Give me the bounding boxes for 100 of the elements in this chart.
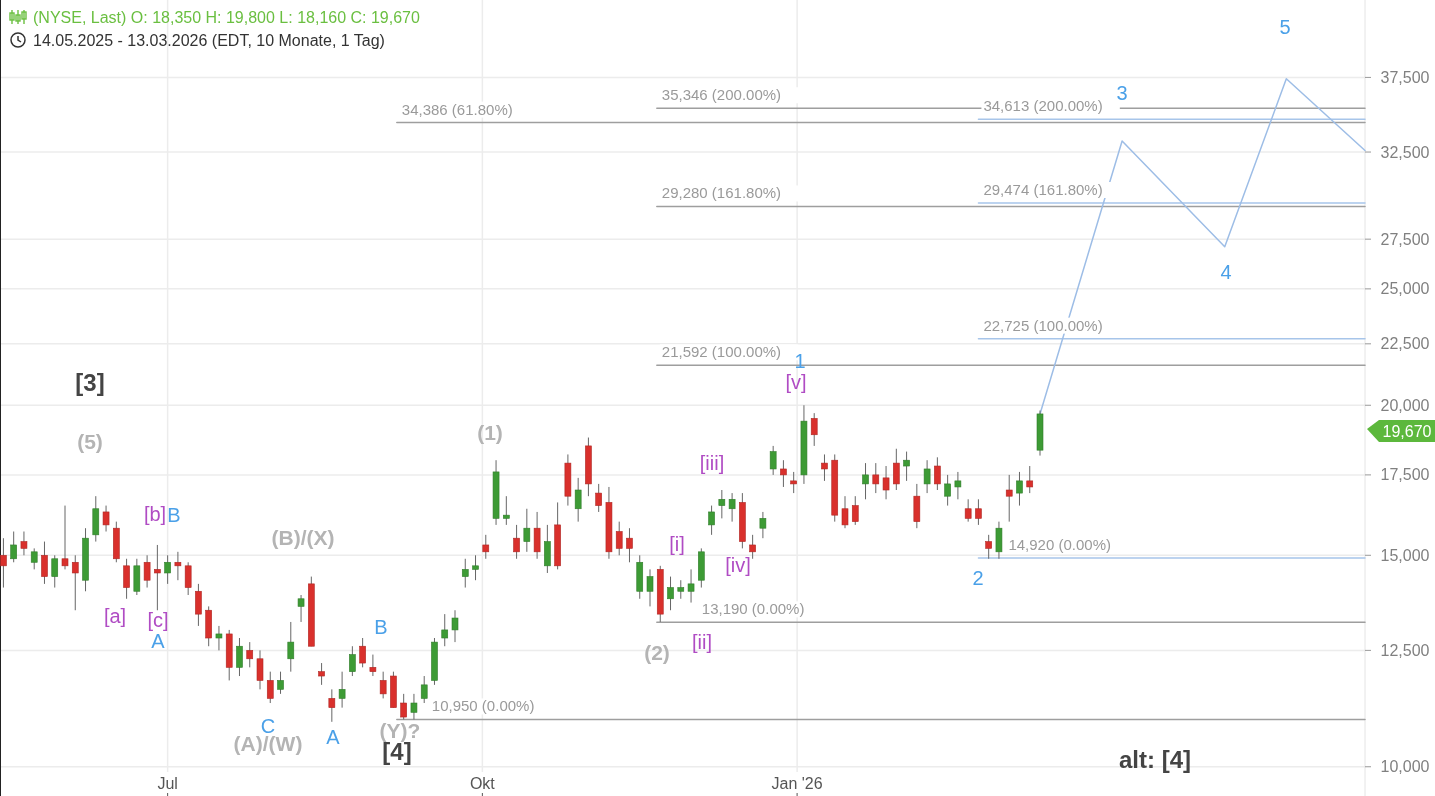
text: 19,670 — [1382, 422, 1432, 440]
candlestick — [667, 576, 674, 611]
annotation: [ii] — [692, 631, 712, 653]
candlestick — [851, 495, 859, 526]
series-label: 13,190 (0.00%) — [701, 600, 805, 618]
annotation: [c] — [147, 609, 169, 631]
candlestick — [1016, 471, 1023, 507]
annotation: alt: [4] — [1119, 746, 1191, 774]
y-tick-label: 20,000 — [1380, 396, 1430, 414]
candlestick — [975, 498, 982, 526]
series-label: 14,920 (0.00%) — [1008, 536, 1111, 554]
series-label: 10,950 (0.00%) — [431, 697, 535, 715]
y-tick-label: 37,500 — [1380, 69, 1430, 87]
candlestick — [266, 671, 274, 704]
annotation: 4 — [1220, 261, 1232, 283]
candlestick — [71, 554, 79, 611]
candlestick — [1026, 465, 1034, 494]
candlestick — [379, 671, 387, 699]
candlestick — [728, 492, 736, 523]
candlestick — [215, 625, 223, 651]
candlestick — [61, 505, 69, 570]
candlestick — [184, 561, 192, 596]
annotation: (B)/(X) — [271, 526, 335, 550]
series-label: 21,592 (100.00%) — [661, 343, 782, 361]
x-tick-label: Jan '26 — [771, 775, 823, 792]
candlestick — [862, 462, 869, 500]
candlestick — [503, 495, 510, 526]
y-tick-label: 32,500 — [1380, 143, 1430, 161]
y-tick-label: 15,000 — [1380, 546, 1430, 564]
candlestick — [841, 495, 849, 529]
candlestick — [934, 456, 941, 491]
candlestick — [954, 471, 962, 500]
candlestick — [400, 693, 407, 720]
annotation: [3] — [75, 369, 105, 397]
series-label: 35,346 (200.00%) — [661, 86, 782, 104]
series-label: 29,280 (161.80%) — [661, 184, 782, 202]
annotation: 1 — [794, 350, 806, 372]
candlestick — [944, 474, 951, 507]
x-tick-label: Okt — [469, 775, 496, 792]
candlestick — [277, 671, 284, 695]
candlestick — [451, 609, 459, 643]
candlestick — [513, 524, 520, 560]
candlestick — [143, 554, 151, 589]
candlestick — [759, 511, 767, 539]
candlestick — [482, 534, 490, 560]
annotation: 5 — [1279, 16, 1291, 38]
candlestick — [472, 554, 479, 581]
candlestick — [287, 621, 295, 673]
annotation: 3 — [1116, 82, 1128, 104]
annotation: [a] — [103, 605, 127, 627]
text: (NYSE, Last) O: 18,350 H: 19,800 L: 18,160 C: 19,670 — [33, 9, 421, 26]
candlestick — [338, 671, 346, 709]
x-tick-label: Jul — [157, 775, 178, 792]
candlestick — [328, 688, 336, 723]
annotation: [b] — [143, 503, 167, 525]
candlestick — [441, 613, 449, 647]
candlestick — [995, 521, 1003, 560]
annotation: [iv] — [725, 554, 751, 576]
candlestick — [195, 583, 202, 627]
candlestick — [236, 637, 243, 677]
candlestick — [410, 693, 418, 720]
candlestick — [677, 579, 685, 600]
candlestick — [893, 448, 900, 491]
annotation: [iii] — [699, 452, 725, 474]
candlestick — [164, 554, 171, 585]
candlestick — [810, 412, 818, 447]
candlestick — [297, 594, 305, 623]
annotation: [i] — [669, 533, 685, 555]
annotation: B — [374, 616, 388, 638]
annotation: (2) — [644, 641, 670, 665]
series-label: 34,386 (61.80%) — [401, 100, 513, 118]
candlestick — [123, 558, 130, 600]
candlestick — [1005, 474, 1013, 523]
candlestick — [318, 662, 325, 686]
y-tick-label: 25,000 — [1380, 280, 1430, 298]
candlestick — [30, 547, 38, 570]
annotation: B — [167, 504, 181, 526]
candlestick — [595, 483, 602, 513]
candlestick — [369, 654, 377, 677]
annotation: (1) — [477, 421, 503, 445]
candlestick — [461, 558, 469, 589]
series-label: 29,474 (161.80%) — [983, 181, 1103, 199]
candlestick — [872, 462, 880, 494]
candlestick — [256, 649, 264, 690]
candlestick — [0, 537, 7, 589]
candlestick — [708, 505, 715, 536]
candlestick — [821, 453, 828, 482]
annotation: [v] — [785, 371, 807, 393]
candlestick — [964, 498, 972, 523]
candlestick — [626, 527, 633, 563]
candlestick — [349, 645, 356, 677]
y-tick-label: 27,500 — [1380, 230, 1430, 248]
candlestick — [718, 489, 726, 519]
annotation: (5) — [77, 430, 103, 454]
candlestick — [10, 531, 17, 563]
candlestick — [903, 451, 910, 482]
candlestick — [246, 641, 254, 668]
candlestick — [51, 554, 59, 589]
candlestick — [20, 531, 28, 556]
series-label: 22,725 (100.00%) — [983, 316, 1103, 334]
